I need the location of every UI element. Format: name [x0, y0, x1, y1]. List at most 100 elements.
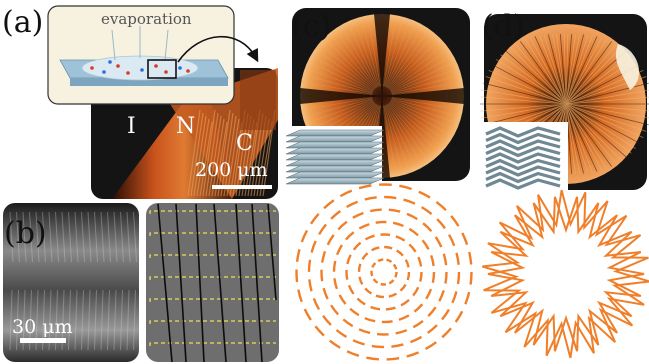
black-boundary-line [235, 203, 247, 363]
radial-ray [565, 41, 613, 105]
radial-ray [309, 61, 374, 93]
radial-ray [565, 103, 627, 158]
radial-ray [563, 33, 567, 105]
zigzag-layer [485, 132, 561, 145]
radial-ray [565, 103, 618, 165]
radial-ray [565, 103, 580, 174]
particle-dot [186, 69, 190, 73]
radial-ray [565, 103, 632, 154]
radial-ray [306, 99, 373, 124]
radial-ray [524, 39, 567, 105]
crystal-streak [202, 109, 216, 197]
radial-ray [529, 37, 567, 105]
radial-ray [565, 46, 623, 105]
texture-streak [42, 211, 46, 263]
radial-ray [485, 76, 567, 105]
radial-ray [320, 44, 375, 90]
zigzag-layer [485, 126, 561, 138]
particle-dot [90, 66, 94, 70]
radial-ray [309, 99, 374, 131]
zigzag-ring-pattern [482, 189, 649, 359]
texture-streak [107, 211, 111, 263]
texture-streak [48, 211, 53, 263]
radial-ray [347, 23, 379, 88]
evaporation-label: evaporation [101, 10, 192, 28]
radial-ray [565, 34, 589, 105]
texture-streak [133, 289, 136, 351]
radial-ray [565, 34, 585, 105]
texture-streak [100, 211, 105, 263]
scale-bar-a [212, 185, 272, 189]
texture-streak [94, 289, 97, 351]
radial-ray [565, 96, 649, 105]
black-boundary-line [251, 203, 263, 363]
texture-streak [107, 289, 110, 351]
radial-ray [556, 34, 567, 105]
radial-ray [386, 104, 423, 166]
radial-ray [312, 55, 374, 92]
texture-streak [126, 211, 131, 263]
black-boundary-line [157, 203, 173, 363]
radial-ray [565, 103, 576, 174]
radial-ray [390, 55, 452, 92]
flat-layer [285, 135, 385, 143]
radial-ray [509, 46, 567, 105]
crystal-streak [196, 118, 210, 197]
radial-ray [565, 82, 649, 105]
radial-ray [387, 104, 429, 162]
radial-ray [552, 34, 567, 105]
zigzag-layer [485, 165, 561, 177]
radial-ray [480, 103, 567, 112]
radial-ray [391, 75, 460, 94]
radial-ray [390, 101, 448, 143]
radial-ray [565, 103, 640, 144]
particle-dot [164, 70, 168, 74]
texture-streak [113, 211, 118, 263]
texture-streak [68, 211, 72, 263]
radial-ray [388, 39, 439, 90]
texture-streak [133, 211, 137, 263]
radial-ray [481, 103, 567, 119]
radial-ray [383, 17, 397, 87]
crystal-streak [229, 121, 243, 197]
panel-b-right-micrograph [146, 203, 279, 363]
radial-ray [534, 36, 567, 105]
radial-ray [565, 103, 623, 162]
concentric-ring-pattern [295, 183, 473, 361]
texture-streak [94, 211, 98, 263]
radial-ray [335, 30, 377, 88]
texture-streak [87, 211, 92, 263]
crystal-streak [220, 112, 234, 197]
flat-layer [285, 141, 385, 149]
crystal-streak [226, 118, 240, 197]
radial-ray [304, 75, 373, 94]
radial-ray [539, 35, 567, 105]
dashed-ring [332, 220, 436, 324]
texture-streak [22, 211, 27, 263]
region-label-N: N [176, 114, 195, 139]
crystal-streak [190, 112, 204, 197]
yellow-dashed-line [149, 320, 276, 324]
radial-ray [361, 18, 380, 87]
texture-streak [126, 289, 130, 351]
radial-ray [480, 96, 567, 105]
radial-ray [390, 100, 452, 137]
radial-ray [565, 34, 580, 105]
radial-ray [496, 59, 567, 105]
radial-ray [565, 103, 573, 174]
radial-ray [391, 99, 458, 124]
layer-stack-flat [282, 126, 385, 190]
radial-ray [565, 34, 576, 105]
radial-ray [488, 70, 567, 105]
radial-ray [391, 97, 461, 111]
flat-layer [285, 171, 385, 179]
flat-layer [285, 159, 385, 167]
scale-bar-label-b: 30 μm [12, 316, 73, 338]
texture-streak [68, 289, 71, 351]
radial-ray [385, 23, 417, 88]
radial-ray [316, 49, 374, 91]
radial-ray [565, 37, 603, 105]
radial-ray [543, 34, 567, 105]
